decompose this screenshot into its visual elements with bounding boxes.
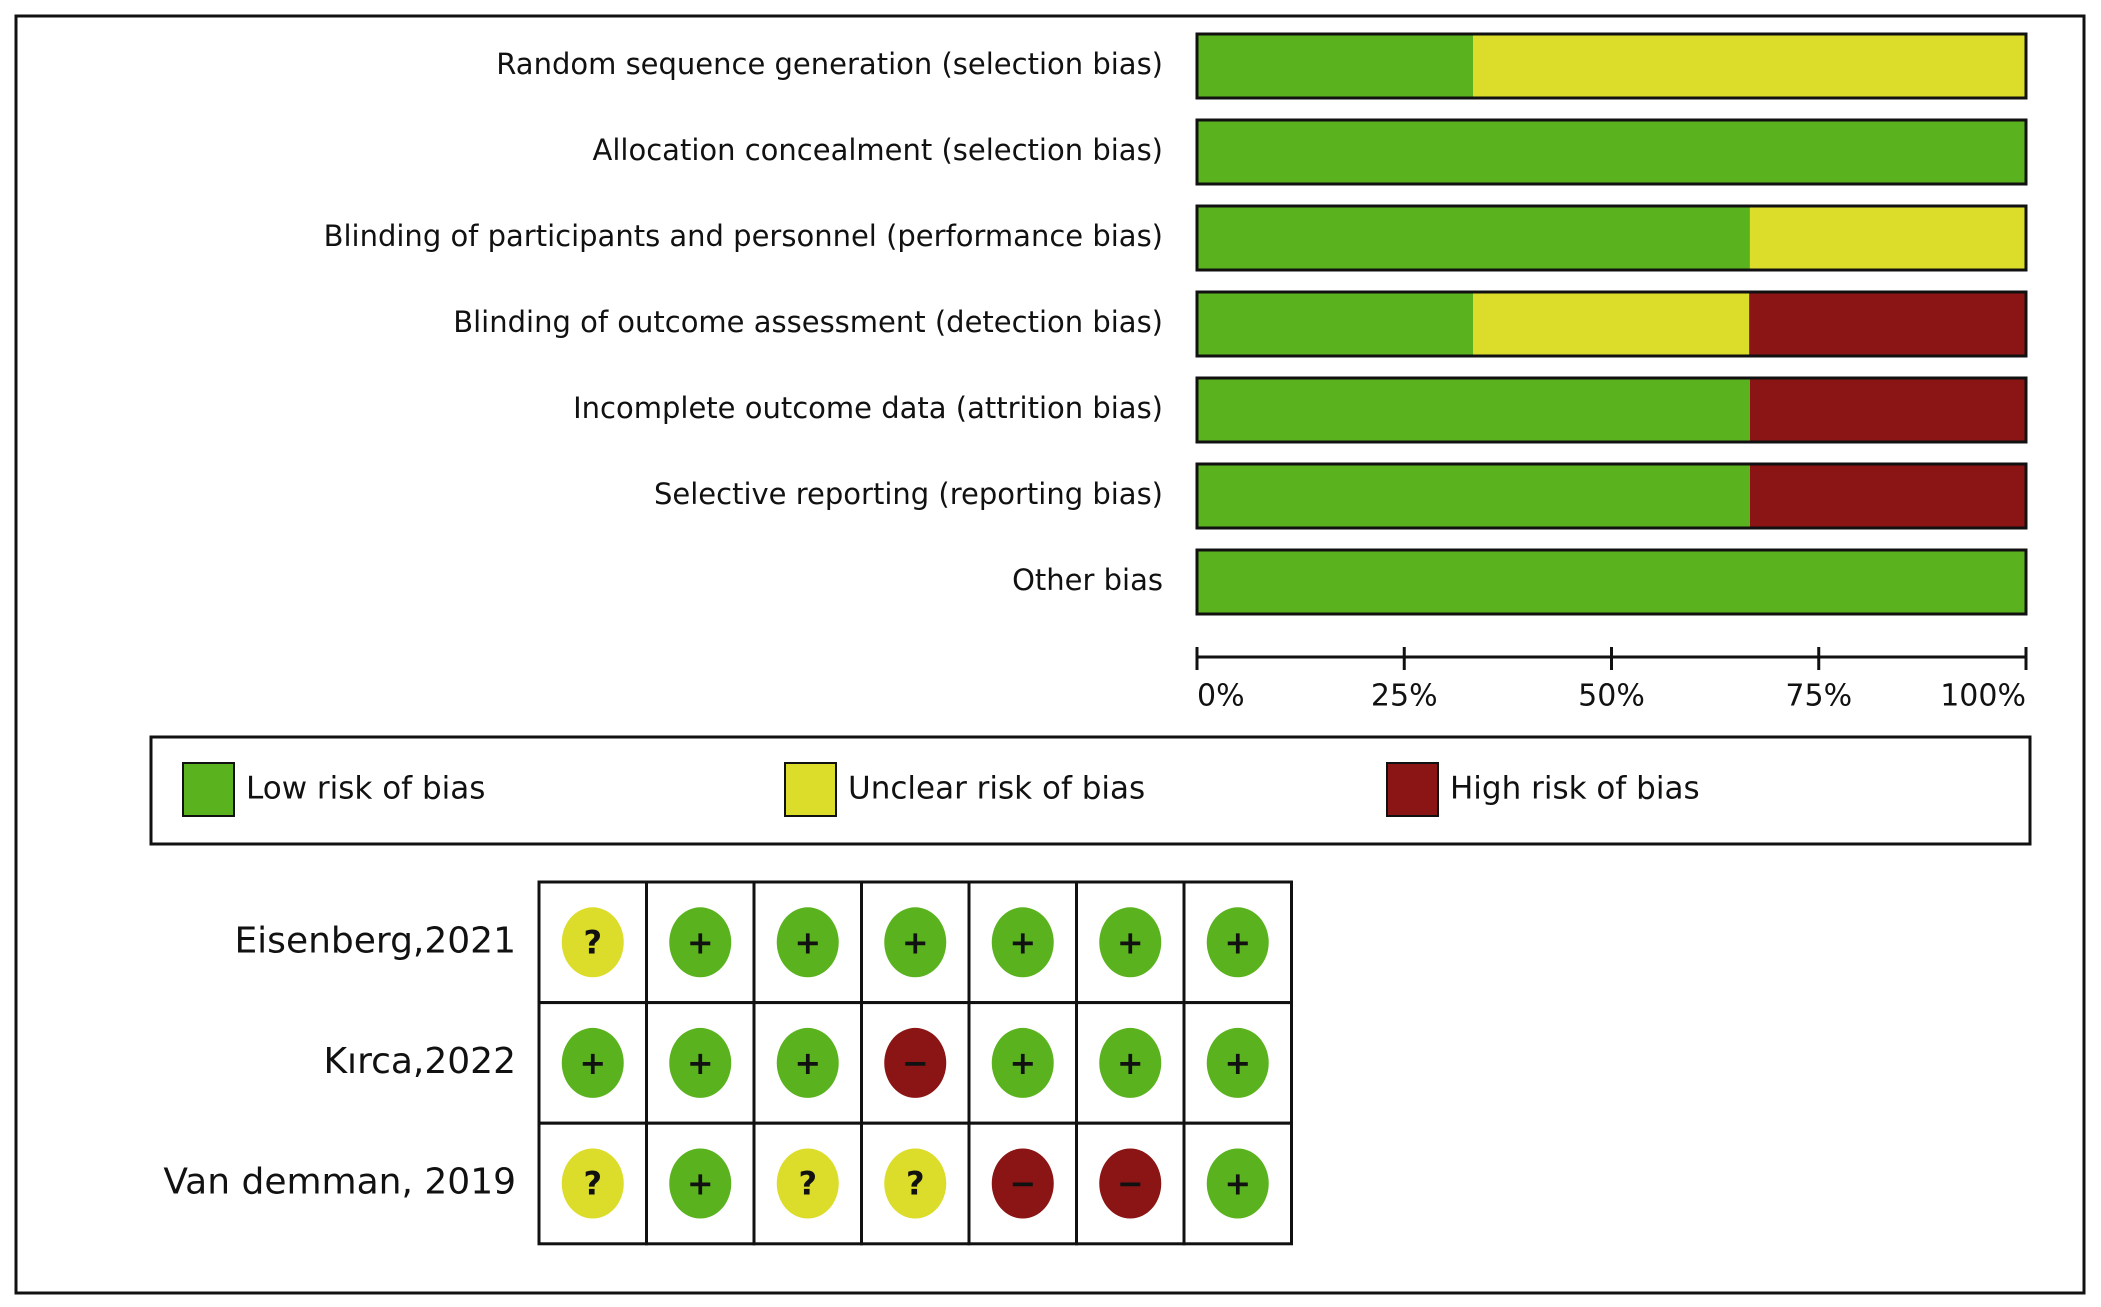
judgement-symbol: +	[687, 1044, 714, 1082]
x-tick-label: 0%	[1197, 679, 1245, 714]
category-label: Selective reporting (reporting bias)	[654, 477, 1163, 511]
judgement-symbol: +	[1117, 1044, 1144, 1082]
bar-outline	[1195, 462, 2028, 530]
judgement-dot	[561, 1027, 624, 1098]
judgement-dot	[991, 1148, 1054, 1219]
judgement-dot	[884, 1148, 947, 1219]
judgement-dot	[991, 907, 1054, 978]
judgement-dot	[884, 907, 947, 978]
judgement-dot	[991, 1027, 1054, 1098]
bar-segment	[1749, 464, 2026, 528]
judgement-dot	[669, 1027, 732, 1098]
x-tick-label: 25%	[1371, 679, 1438, 714]
judgement-dot	[669, 907, 732, 978]
category-label: Other bias	[1012, 563, 1163, 597]
bar-segment	[1197, 34, 1474, 98]
bar-segment	[1197, 120, 2026, 184]
bar-segment	[1197, 378, 1750, 442]
judgement-dot	[776, 1027, 839, 1098]
judgement-dot	[884, 1027, 947, 1098]
judgement-symbol: ?	[906, 1165, 925, 1203]
judgement-dot	[776, 907, 839, 978]
judgement-dot	[1206, 1027, 1269, 1098]
bar-outline	[1195, 204, 2028, 272]
judgement-symbol: +	[1117, 923, 1144, 961]
x-tick-label: 50%	[1578, 679, 1645, 714]
bar-segment	[1197, 292, 1474, 356]
judgement-dot	[669, 1148, 732, 1219]
category-label: Blinding of participants and personnel (…	[324, 219, 1163, 253]
judgement-symbol: +	[1224, 1044, 1251, 1082]
judgement-symbol: ?	[798, 1165, 817, 1203]
judgement-dot	[776, 1148, 839, 1219]
judgement-dot	[1206, 1148, 1269, 1219]
judgement-symbol: +	[794, 1044, 821, 1082]
judgement-symbol: −	[902, 1044, 929, 1082]
judgement-symbol: +	[1009, 923, 1036, 961]
bar-segment	[1473, 34, 2026, 98]
bar-segment	[1749, 292, 2026, 356]
judgement-dot	[1099, 907, 1162, 978]
judgement-symbol: ?	[583, 923, 602, 961]
bar-outline	[1195, 32, 2028, 100]
judgement-symbol: +	[687, 1165, 714, 1203]
bar-segment	[1473, 292, 1750, 356]
judgement-symbol: −	[1009, 1165, 1036, 1203]
category-label: Allocation concealment (selection bias)	[593, 133, 1163, 167]
study-label: Eisenberg,2021	[234, 920, 516, 961]
bar-segment	[1197, 464, 1750, 528]
bar-outline	[1195, 376, 2028, 444]
bar-segment	[1749, 206, 2026, 270]
legend-label: Unclear risk of bias	[848, 771, 1145, 807]
legend-box	[149, 735, 2032, 846]
judgement-symbol: +	[902, 923, 929, 961]
judgement-symbol: −	[1117, 1165, 1144, 1203]
judgement-symbol: +	[579, 1044, 606, 1082]
x-tick-label: 100%	[1940, 679, 2026, 714]
legend-swatch	[784, 762, 837, 817]
study-label: Van demman, 2019	[163, 1162, 516, 1203]
judgement-dot	[561, 1148, 624, 1219]
bar-segment	[1197, 550, 2026, 614]
judgement-symbol: ?	[583, 1165, 602, 1203]
judgement-dot	[1099, 1148, 1162, 1219]
bar-outline	[1195, 290, 2028, 358]
category-label: Blinding of outcome assessment (detectio…	[453, 305, 1163, 339]
judgement-symbol: +	[687, 923, 714, 961]
x-tick-label: 75%	[1785, 679, 1852, 714]
legend-label: Low risk of bias	[246, 771, 485, 807]
bar-outline	[1195, 548, 2028, 616]
bar-outline	[1195, 118, 2028, 186]
judgement-symbol: +	[1224, 923, 1251, 961]
legend-label: High risk of bias	[1450, 771, 1700, 807]
judgement-symbol: +	[1009, 1044, 1036, 1082]
judgement-symbol: +	[1224, 1165, 1251, 1203]
legend-swatch	[1386, 762, 1439, 817]
study-label: Kırca,2022	[323, 1041, 516, 1082]
legend-swatch	[182, 762, 235, 817]
judgement-dot	[1206, 907, 1269, 978]
category-label: Random sequence generation (selection bi…	[496, 47, 1163, 81]
judgement-dot	[1099, 1027, 1162, 1098]
category-label: Incomplete outcome data (attrition bias)	[573, 391, 1163, 425]
judgement-symbol: +	[794, 923, 821, 961]
judgement-dot	[561, 907, 624, 978]
bar-segment	[1749, 378, 2026, 442]
bar-segment	[1197, 206, 1750, 270]
